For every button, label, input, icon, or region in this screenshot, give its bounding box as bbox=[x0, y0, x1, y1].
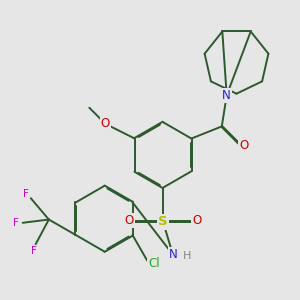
Text: N: N bbox=[222, 89, 231, 102]
Text: S: S bbox=[158, 215, 168, 229]
Text: O: O bbox=[101, 117, 110, 130]
Text: H: H bbox=[182, 251, 191, 261]
Text: F: F bbox=[23, 189, 29, 199]
Text: N: N bbox=[169, 248, 177, 261]
Text: F: F bbox=[13, 218, 19, 228]
Text: Cl: Cl bbox=[148, 257, 160, 271]
Text: O: O bbox=[239, 139, 248, 152]
Text: F: F bbox=[31, 246, 37, 256]
Text: O: O bbox=[125, 214, 134, 227]
Text: O: O bbox=[192, 214, 201, 227]
